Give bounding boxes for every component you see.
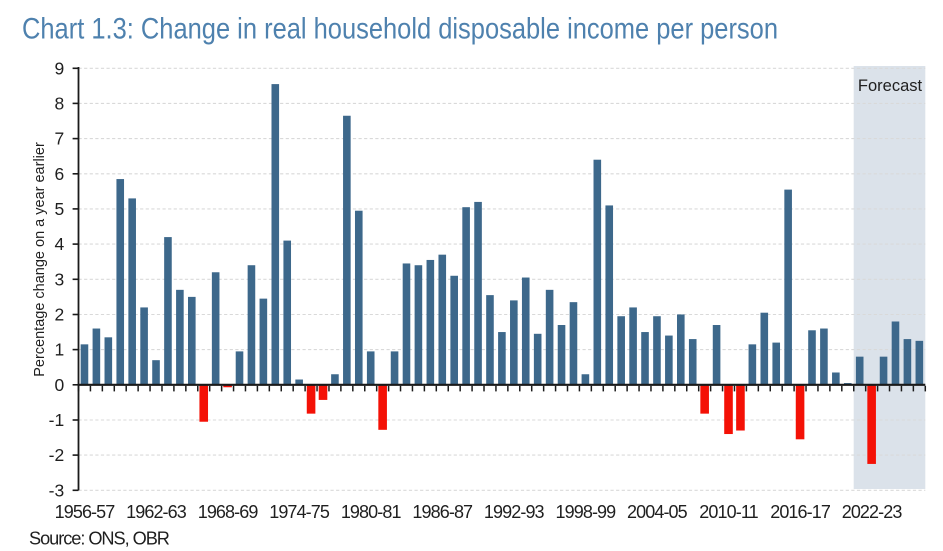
svg-text:Forecast: Forecast bbox=[858, 77, 923, 95]
svg-text:2010-11: 2010-11 bbox=[699, 502, 758, 522]
svg-text:5: 5 bbox=[54, 199, 64, 219]
svg-text:0: 0 bbox=[54, 375, 64, 395]
svg-text:Percentage change on a year ea: Percentage change on a year earlier bbox=[32, 142, 48, 377]
svg-text:8: 8 bbox=[54, 93, 64, 113]
svg-text:7: 7 bbox=[54, 129, 64, 149]
svg-text:9: 9 bbox=[54, 58, 64, 78]
svg-text:1956-57: 1956-57 bbox=[55, 502, 116, 522]
svg-text:2004-05: 2004-05 bbox=[627, 502, 688, 522]
svg-text:2022-23: 2022-23 bbox=[842, 502, 903, 522]
svg-text:1998-99: 1998-99 bbox=[556, 502, 617, 522]
svg-text:Source: ONS, OBR: Source: ONS, OBR bbox=[29, 529, 170, 549]
svg-text:1962-63: 1962-63 bbox=[126, 502, 187, 522]
svg-text:3: 3 bbox=[54, 269, 64, 289]
svg-text:-3: -3 bbox=[49, 480, 65, 500]
svg-text:-1: -1 bbox=[49, 410, 65, 430]
svg-text:6: 6 bbox=[54, 164, 64, 184]
svg-text:-2: -2 bbox=[49, 445, 65, 465]
svg-text:2: 2 bbox=[54, 305, 64, 325]
svg-text:1968-69: 1968-69 bbox=[198, 502, 259, 522]
svg-text:1986-87: 1986-87 bbox=[412, 502, 473, 522]
svg-text:1: 1 bbox=[54, 340, 64, 360]
svg-text:Chart 1.3: Change in real hous: Chart 1.3: Change in real household disp… bbox=[22, 13, 778, 46]
svg-text:4: 4 bbox=[54, 234, 64, 254]
svg-text:1980-81: 1980-81 bbox=[341, 502, 402, 522]
svg-text:1992-93: 1992-93 bbox=[484, 502, 545, 522]
svg-text:1974-75: 1974-75 bbox=[269, 502, 330, 522]
svg-text:2016-17: 2016-17 bbox=[770, 502, 831, 522]
